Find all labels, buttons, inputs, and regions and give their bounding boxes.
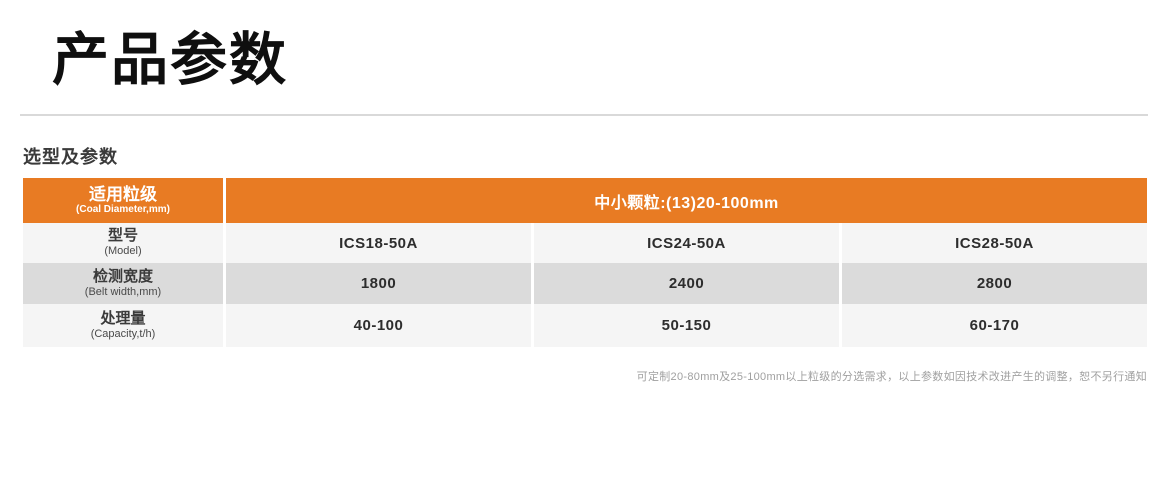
cell-value: 2800: [842, 263, 1147, 304]
value-capacity-2: 50-150: [661, 317, 712, 334]
value-model-3: ICS28-50A: [955, 234, 1034, 252]
page-title: 产品参数: [52, 28, 288, 92]
row-label-en: (Model): [104, 245, 142, 258]
value-width-2: 2400: [668, 275, 705, 292]
row-label-en: (Belt width,mm): [84, 285, 162, 298]
row-label-cn: 处理量: [100, 309, 146, 327]
table-row-belt-width: 检测宽度 (Belt width,mm) 1800 2400 2800: [23, 263, 1147, 304]
footnote: 可定制20-80mm及25-100mm以上粒级的分选需求，以上参数如因技术改进产…: [636, 371, 1147, 383]
value-width-1: 1800: [360, 275, 397, 292]
header-label-cell: 适用粒级 (Coal Diameter,mm): [23, 178, 223, 223]
table-row-capacity: 处理量 (Capacity,t/h) 40-100 50-150 60-170: [23, 304, 1147, 347]
row-label-cell: 检测宽度 (Belt width,mm): [23, 263, 223, 304]
table-header-row: 适用粒级 (Coal Diameter,mm) 中小颗粒:(13)20-100m…: [23, 178, 1147, 223]
row-label-cn: 检测宽度: [92, 267, 153, 285]
row-label-cn: 型号: [107, 227, 138, 245]
value-model-1: ICS18-50A: [339, 234, 418, 252]
value-model-2: ICS24-50A: [647, 234, 726, 252]
cell-value: ICS18-50A: [226, 223, 531, 263]
value-capacity-3: 60-170: [969, 317, 1020, 334]
header-span-label: 中小颗粒:(13)20-100mm: [594, 194, 779, 212]
row-label-en: (Capacity,t/h): [90, 327, 156, 340]
row-label-cell: 处理量 (Capacity,t/h): [23, 304, 223, 347]
value-capacity-1: 40-100: [353, 317, 404, 334]
header-label-en: (Coal Diameter,mm): [76, 204, 170, 216]
header-span-cell: 中小颗粒:(13)20-100mm: [226, 178, 1147, 223]
cell-value: 50-150: [534, 304, 839, 347]
title-divider: [20, 114, 1148, 116]
cell-value: 60-170: [842, 304, 1147, 347]
cell-value: 1800: [226, 263, 531, 304]
value-width-3: 2800: [976, 275, 1013, 292]
header-label-cn: 适用粒级: [89, 184, 157, 204]
cell-value: ICS24-50A: [534, 223, 839, 263]
section-subtitle: 选型及参数: [23, 147, 118, 167]
cell-value: ICS28-50A: [842, 223, 1147, 263]
row-label-cell: 型号 (Model): [23, 223, 223, 263]
table-row-model: 型号 (Model) ICS18-50A ICS24-50A ICS28-50A: [23, 223, 1147, 263]
cell-value: 2400: [534, 263, 839, 304]
spec-table: 适用粒级 (Coal Diameter,mm) 中小颗粒:(13)20-100m…: [23, 178, 1147, 347]
cell-value: 40-100: [226, 304, 531, 347]
